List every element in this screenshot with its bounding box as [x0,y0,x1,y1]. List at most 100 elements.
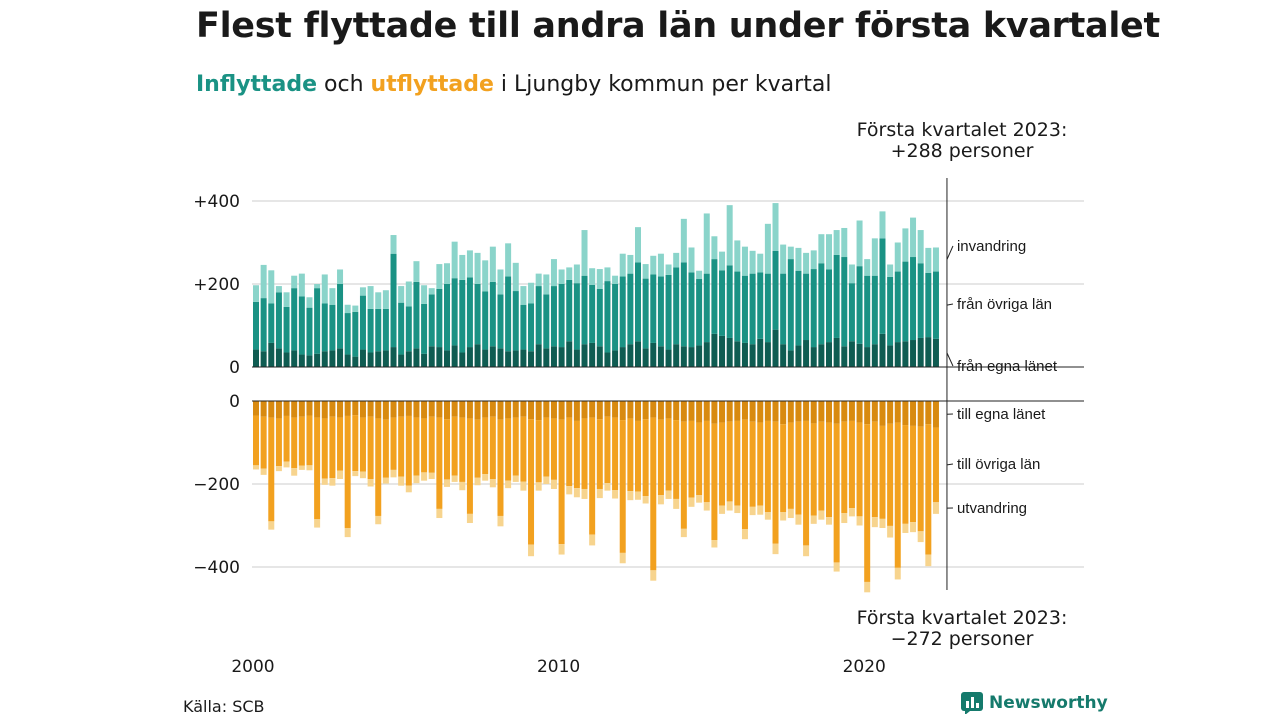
outflow-bar-segment [566,401,573,418]
series-label: till egna länet [957,406,1046,423]
outflow-bar-segment [772,421,779,544]
series-label: till övriga län [957,456,1040,473]
outflow-bar-segment [810,515,817,524]
outflow-bar-segment [642,419,649,497]
inflow-bar-segment [291,350,298,367]
outflow-bar-segment [581,418,588,489]
outflow-bar-segment [833,423,840,563]
inflow-bar-segment [428,288,435,295]
inflow-bar-segment [291,275,298,289]
inflow-bar-segment [253,349,259,367]
inflow-bar-segment [612,350,619,367]
inflow-bar-segment [451,345,458,367]
chart-subtitle: Inflyttade och utflyttade i Ljungby komm… [196,72,831,97]
outflow-bar-segment [803,401,810,421]
inflow-bar-segment [398,354,405,367]
inflow-bar-segment [535,344,542,367]
inflow-bar-segment [314,288,321,354]
inflow-bar-segment [780,344,787,367]
inflow-bar-segment [436,347,443,367]
outflow-bar-segment [497,419,504,516]
inflow-bar-segment [337,284,344,349]
inflow-bar-segment [680,262,687,347]
inflow-bar-segment [405,306,412,352]
outflow-bar-segment [581,401,588,419]
outflow-bar-segment [932,401,939,428]
inflow-bar-segment [665,349,672,367]
inflow-bar-segment [512,291,519,351]
subtitle-connector: och [324,72,364,97]
inflow-bar-segment [894,342,901,367]
inflow-bar-segment [528,351,535,367]
outflow-bar-segment [306,465,313,471]
outflow-bar-segment [703,502,710,511]
inflow-bar-segment [459,352,466,367]
series-label: från egna länet [957,358,1058,375]
outflow-bar-segment [680,401,687,422]
subtitle-rest: i Ljungby kommun per kvartal [500,72,832,97]
inflow-bar-segment [275,286,282,293]
inflow-bar-segment [337,348,344,367]
outflow-bar-segment [528,544,535,557]
inflow-bar-segment [596,288,603,347]
inflow-bar-segment [283,306,290,353]
outflow-bar-segment [657,401,664,420]
inflow-bar-segment [787,259,794,351]
outflow-bar-segment [275,466,282,472]
outflow-bar-segment [726,421,733,502]
inflow-bar-segment [604,281,611,353]
inflow-bar-segment [864,347,871,367]
inflow-bar-segment [726,205,733,266]
outflow-bar-segment [688,401,695,421]
inflow-bar-segment [910,217,917,258]
outflow-bar-segment [642,401,649,420]
outflow-bar-segment [298,401,305,417]
inflow-bar-segment [298,296,305,355]
outflow-bar-segment [826,401,832,423]
outflow-bar-segment [344,401,351,416]
inflow-bar-segment [306,355,313,367]
inflow-bar-segment [344,354,351,367]
inflow-bar-segment [489,346,496,367]
outflow-bar-segment [405,415,412,486]
outflow-bar-segment [512,417,519,476]
inflow-bar-segment [711,236,718,260]
annotation-latest-inflow-line1: Första kvartalet 2023: [856,119,1068,141]
outflow-bar-segment [573,420,580,489]
outflow-bar-segment [573,488,580,498]
outflow-bar-segment [428,401,435,417]
outflow-bar-segment [604,416,611,484]
outflow-bar-segment [787,508,794,519]
outflow-bar-segment [925,401,932,425]
outflow-bar-segment [398,416,405,477]
outflow-bar-segment [772,401,779,422]
inflow-bar-segment [619,347,626,367]
inflow-bar-segment [902,261,909,342]
x-tick-label: 2020 [843,657,886,677]
inflow-bar-segment [841,227,848,258]
inflow-bar-segment [818,234,825,264]
inflow-bar-segment [589,268,596,285]
inflow-bar-segment [696,345,703,367]
inflow-bar-segment [856,220,863,267]
outflow-bar-segment [596,488,603,499]
inflow-bar-segment [688,347,695,367]
inflow-bar-segment [741,342,748,367]
outflow-bar-segment [910,522,917,533]
inflow-bar-segment [795,270,802,346]
outflow-bar-segment [321,478,328,485]
outflow-bar-segment [894,567,901,580]
inflow-bar-segment [749,344,756,367]
inflow-bar-segment [879,211,886,239]
inflow-bar-segment [436,288,443,348]
outflow-bar-segment [421,401,428,419]
inflow-bar-segment [764,223,771,274]
outflow-bar-segment [459,401,466,418]
outflow-bar-segment [474,419,481,478]
inflow-bar-segment [581,344,588,367]
inflow-bar-segment [382,350,389,367]
inflow-bar-segment [856,266,863,344]
outflow-bar-segment [642,496,649,504]
inflow-bar-segment [810,347,817,367]
annotation-latest-outflow-line1: Första kvartalet 2023: [856,607,1068,629]
